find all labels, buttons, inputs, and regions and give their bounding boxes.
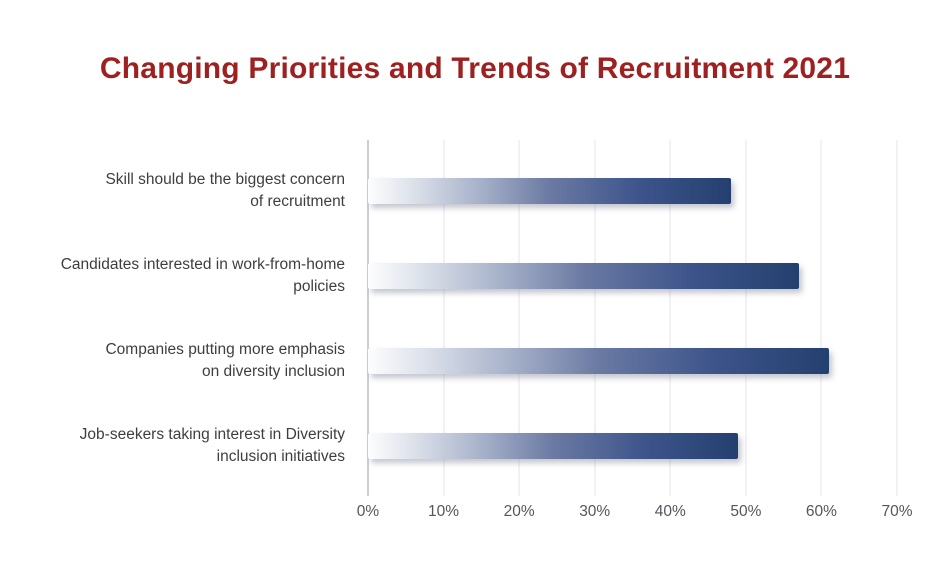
gridline-10% — [443, 140, 445, 496]
bar-3 — [368, 347, 829, 374]
category-label-1: Skill should be the biggest concern of r… — [105, 170, 345, 210]
x-tick-label-30pct: 30% — [579, 503, 611, 520]
bar-1 — [368, 177, 731, 204]
bar-2 — [368, 262, 799, 289]
category-label-2: Candidates interested in work-from-home … — [60, 255, 345, 295]
x-tick-label-0pct: 0% — [356, 503, 380, 520]
category-labels: Skill should be the biggest concern of r… — [35, 148, 345, 488]
category-label-3: Companies putting more emphasis on diver… — [105, 340, 345, 380]
gridline-40% — [669, 140, 671, 496]
bar-4 — [368, 432, 739, 459]
x-tick-label-70pct: 70% — [881, 503, 913, 520]
plot-area — [367, 140, 898, 496]
gridline-50% — [745, 140, 747, 496]
x-tick-label-60pct: 60% — [805, 503, 837, 520]
x-tick-label-40pct: 40% — [654, 503, 686, 520]
x-tick-label-20pct: 20% — [503, 503, 535, 520]
category-label-4: Job-seekers taking interest in Diversity… — [79, 425, 345, 465]
x-axis: 0% 10% 20% 30% 40% 50% 60% 70% — [357, 503, 913, 527]
x-tick-label-10pct: 10% — [428, 503, 460, 520]
x-tick-label-50pct: 50% — [730, 503, 762, 520]
gridline-30% — [594, 140, 596, 496]
y-axis-line — [367, 140, 369, 496]
chart-title: Changing Priorities and Trends of Recrui… — [99, 52, 851, 85]
gridline-20% — [518, 140, 520, 496]
gridline-70% — [896, 140, 898, 496]
bars-layer — [368, 148, 897, 488]
gridline-60% — [820, 140, 822, 496]
